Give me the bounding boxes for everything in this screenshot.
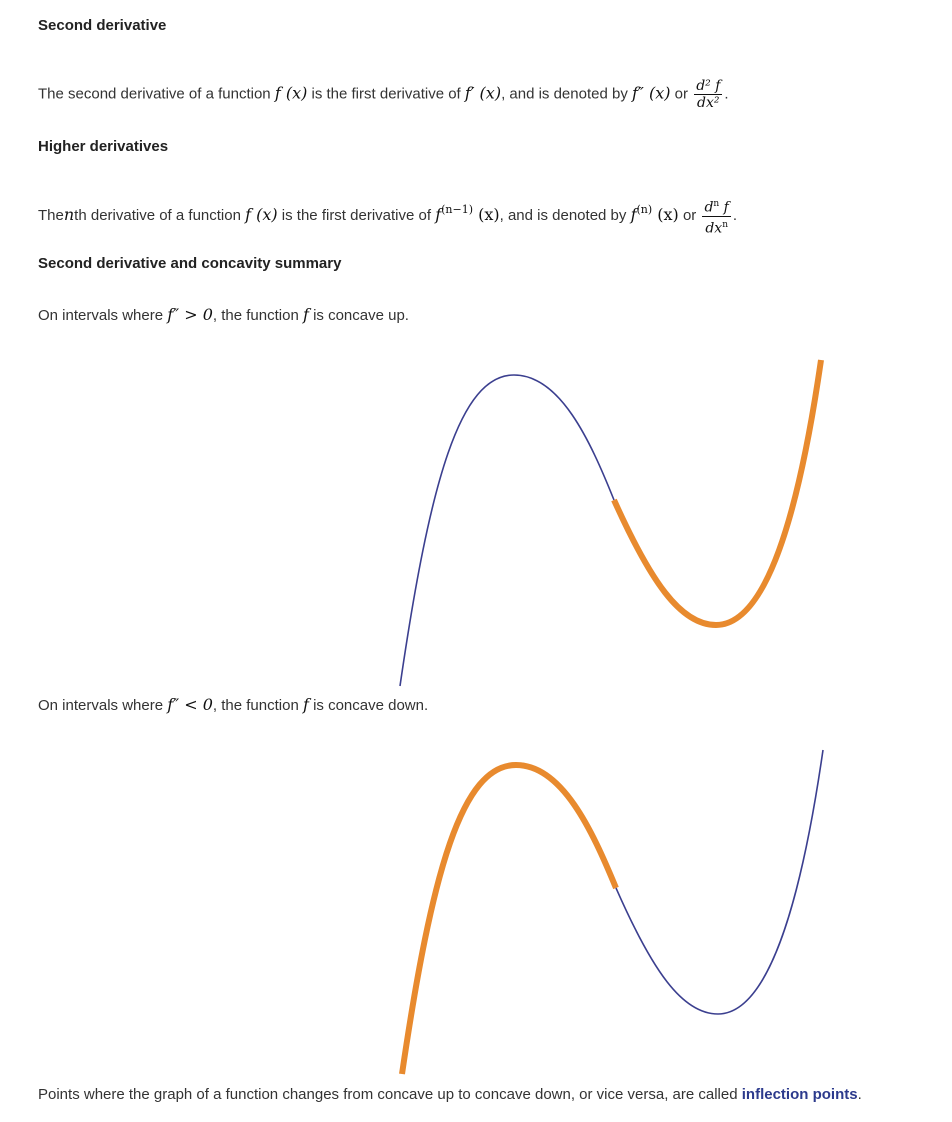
superscript: (n−1) [441, 203, 474, 217]
fraction-numerator: d² f [694, 78, 723, 95]
text: . [724, 85, 729, 103]
curve-concave-down-highlight [399, 761, 619, 1075]
concave-up-graph [399, 359, 824, 687]
text: is concave down. [313, 697, 429, 714]
curve-full [615, 749, 824, 1015]
fraction-d2f-dx2: d² f dx² [694, 78, 723, 111]
fraction-dnf-dxn: dn f dxn [702, 196, 731, 237]
math-x: (x) [657, 205, 679, 225]
superscript: (n) [636, 203, 653, 217]
math-condition: f″ > 0 [167, 305, 213, 324]
curve-full [399, 374, 615, 687]
text: is the first derivative of [281, 207, 432, 225]
text: Points where the graph of a function cha… [38, 1086, 738, 1103]
fraction-denominator: dx² [697, 95, 720, 111]
text: or [674, 85, 689, 103]
num-sup: n [713, 199, 720, 209]
num-f: f [719, 199, 729, 216]
heading-higher-derivatives: Higher derivatives [38, 138, 169, 155]
text: , and is denoted by [499, 207, 627, 225]
text: th derivative of a function [74, 207, 241, 225]
den-dx: dx [705, 220, 723, 237]
heading-second-derivative: Second derivative [38, 17, 167, 34]
text: On intervals where [38, 307, 164, 324]
math-f-n-minus-1: f(n−1) (x) [435, 203, 500, 225]
higher-derivative-definition: Thenth derivative of a function f (x) is… [38, 196, 737, 236]
math-f: f [435, 205, 442, 225]
math-fx: f (x) [245, 205, 278, 225]
text: On intervals where [38, 697, 164, 714]
inflection-points-statement: Points where the graph of a function cha… [38, 1085, 862, 1105]
den-sup: n [722, 219, 728, 230]
text: , and is denoted by [501, 85, 628, 103]
second-derivative-definition: The second derivative of a function f (x… [38, 78, 729, 111]
text: , the function [212, 697, 299, 714]
num-d: d [704, 199, 714, 216]
fraction-numerator: dn f [702, 196, 731, 217]
text: is concave up. [313, 307, 409, 324]
concave-down-graph [399, 749, 824, 1075]
inflection-points-link[interactable]: inflection points [741, 1086, 858, 1103]
text: The [38, 207, 64, 225]
concave-up-statement: On intervals where f″ > 0, the function … [38, 305, 409, 326]
math-f: f [302, 305, 309, 324]
text: or [682, 207, 697, 225]
concave-down-statement: On intervals where f″ < 0, the function … [38, 695, 428, 716]
math-f: f [630, 205, 637, 225]
curve-concave-up-highlight [611, 359, 824, 629]
math-f-double-prime: f″ (x) [632, 83, 671, 103]
text: , the function [212, 307, 299, 324]
math-n: n [63, 205, 75, 225]
heading-concavity-summary: Second derivative and concavity summary [38, 255, 342, 272]
math-f-n: f(n) (x) [630, 203, 679, 225]
math-f: f [302, 695, 309, 714]
math-f-prime: f′ (x) [464, 83, 502, 103]
text: . [732, 207, 738, 225]
text: . [857, 1086, 862, 1103]
math-fx: f (x) [274, 83, 308, 103]
fraction-denominator: dxn [702, 217, 730, 237]
math-x: (x) [478, 205, 500, 225]
math-condition: f″ < 0 [167, 695, 213, 714]
text: The second derivative of a function [38, 85, 271, 103]
text: is the first derivative of [311, 85, 461, 103]
